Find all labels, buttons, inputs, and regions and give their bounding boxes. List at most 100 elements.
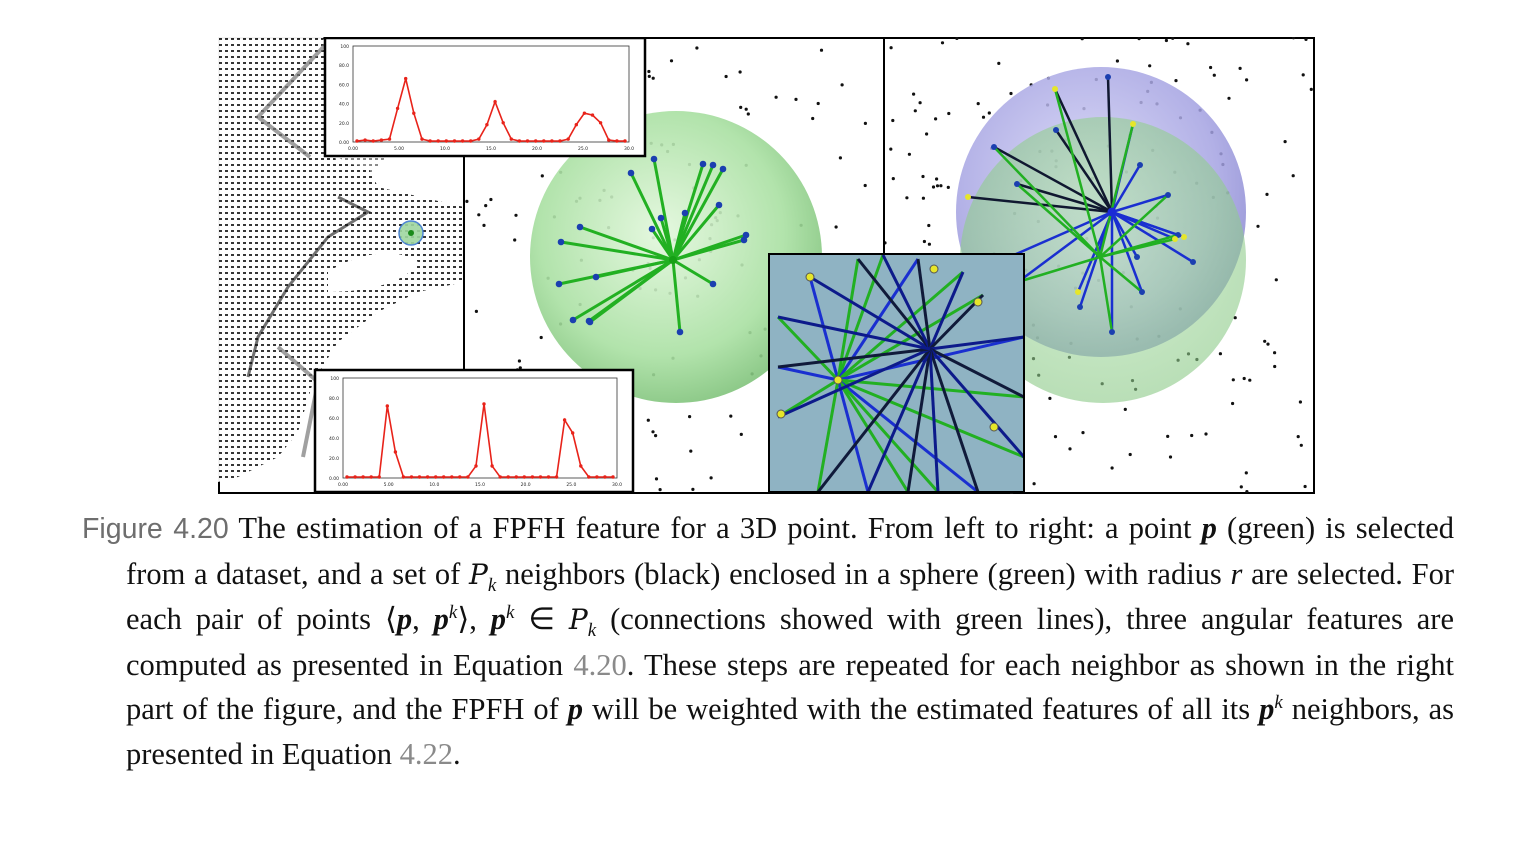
histogram-point	[506, 475, 510, 479]
math-p: p	[1201, 511, 1217, 545]
cloud-point	[746, 112, 750, 116]
zoom-connection-line	[929, 347, 1024, 399]
neighbor-point	[1052, 86, 1058, 92]
highlight-point	[929, 264, 939, 274]
cloud-point	[489, 197, 493, 202]
cloud-point	[1248, 378, 1252, 382]
cloud-point	[669, 59, 674, 63]
histogram-point	[522, 475, 526, 479]
math-r: r	[1230, 556, 1243, 591]
neighbor-connection-line	[652, 158, 675, 261]
neighbor-point	[586, 318, 594, 326]
highlight-point	[805, 272, 815, 282]
equation-ref[interactable]: 4.20	[573, 647, 627, 682]
x-tick-label: 5.00	[384, 482, 394, 488]
math-P: P	[469, 557, 488, 591]
neighbor-connection-line	[993, 146, 1101, 258]
caption-text: will be weighted with the estimated feat…	[583, 692, 1260, 726]
cloud-point	[1239, 485, 1243, 489]
cloud-point	[1274, 278, 1278, 282]
histogram-point	[409, 475, 414, 479]
zoom-connection-line	[777, 315, 931, 351]
cloud-point	[889, 147, 893, 151]
cloud-point	[1212, 73, 1216, 77]
pair-connection-line	[1111, 210, 1176, 241]
math-p: p	[567, 692, 584, 726]
zoom-connection-line	[777, 378, 839, 419]
histogram-point	[353, 475, 357, 479]
histogram-point	[571, 431, 575, 435]
highlight-point	[989, 422, 999, 432]
neighbor-connection-line	[1017, 255, 1101, 284]
cloud-point	[465, 199, 469, 203]
neighbor-connection-line	[572, 258, 674, 322]
cloud-point	[689, 449, 693, 453]
histogram-point	[363, 138, 367, 142]
cloud-point	[1168, 455, 1173, 459]
zoom-connection-line	[928, 348, 1024, 458]
cloud-point	[1256, 224, 1260, 228]
histogram-point	[579, 464, 583, 468]
cloud-point	[1283, 140, 1287, 144]
cloud-point	[997, 61, 1001, 65]
cloud-point	[1209, 65, 1213, 70]
cloud-point	[1245, 78, 1249, 82]
pair-connection-line	[1106, 76, 1114, 213]
cloud-point	[647, 69, 651, 74]
zoom-connection-line	[928, 348, 980, 492]
neighbor-connection-line	[671, 164, 715, 261]
histogram-point	[485, 123, 489, 127]
neighbor-connection-line	[672, 233, 747, 262]
histogram-point	[460, 139, 465, 143]
histogram-point	[498, 475, 502, 479]
neighbor-point	[709, 161, 717, 169]
cloud-point	[1299, 443, 1303, 447]
cloud-point	[976, 102, 980, 106]
zoom-connection-line	[816, 379, 840, 492]
cloud-point	[1204, 432, 1208, 436]
cloud-point	[819, 48, 824, 52]
cloud-point	[838, 156, 843, 160]
cloud-point	[1137, 37, 1141, 41]
math-k: k	[448, 601, 458, 623]
cloud-point	[744, 107, 748, 111]
pair-connection-line	[1111, 210, 1194, 264]
pair-connection-line	[1110, 211, 1144, 293]
cloud-point	[1115, 59, 1119, 63]
y-tick-label: 80.0	[339, 63, 349, 69]
cloud-point	[1273, 351, 1277, 355]
cloud-point	[931, 185, 936, 189]
zoom-connection-line	[836, 379, 870, 492]
cloud-point	[939, 184, 943, 188]
cloud-point	[987, 111, 991, 115]
neighbor-point	[991, 144, 997, 150]
cloud-point	[1186, 42, 1190, 46]
x-tick-label: 30.0	[624, 146, 634, 152]
caption-text: ,	[412, 602, 434, 636]
x-tick-label: 25.0	[566, 482, 576, 488]
histogram-point	[482, 402, 486, 406]
equation-ref[interactable]: 4.22	[399, 736, 453, 771]
neighbor-connection-line	[671, 204, 721, 261]
cloud-point	[695, 46, 699, 50]
cloud-point	[1032, 482, 1036, 486]
math-k: k	[487, 574, 497, 596]
zoom-connection-line	[776, 315, 840, 382]
x-tick-label: 30.0	[612, 482, 622, 488]
histogram-point	[598, 121, 603, 125]
cloud-point	[691, 487, 695, 491]
cloud-point	[863, 183, 867, 188]
histogram-frame	[313, 368, 635, 494]
cloud-point	[927, 223, 931, 228]
highlight-point	[833, 375, 843, 385]
plot-area	[352, 45, 630, 143]
neighbor-point	[709, 280, 717, 288]
cloud-point	[905, 196, 909, 200]
zoom-connection-line	[837, 378, 979, 492]
cloud-point	[1301, 73, 1305, 77]
pair-connection-line	[1054, 129, 1114, 213]
cloud-point	[1242, 376, 1246, 381]
histogram-bottom: 100 80.0 60.0 40.0 20.0 0.000.00 5.00 10.0 15.0 2…	[313, 368, 635, 494]
math-p: p	[490, 602, 507, 636]
histogram-point	[574, 123, 578, 127]
